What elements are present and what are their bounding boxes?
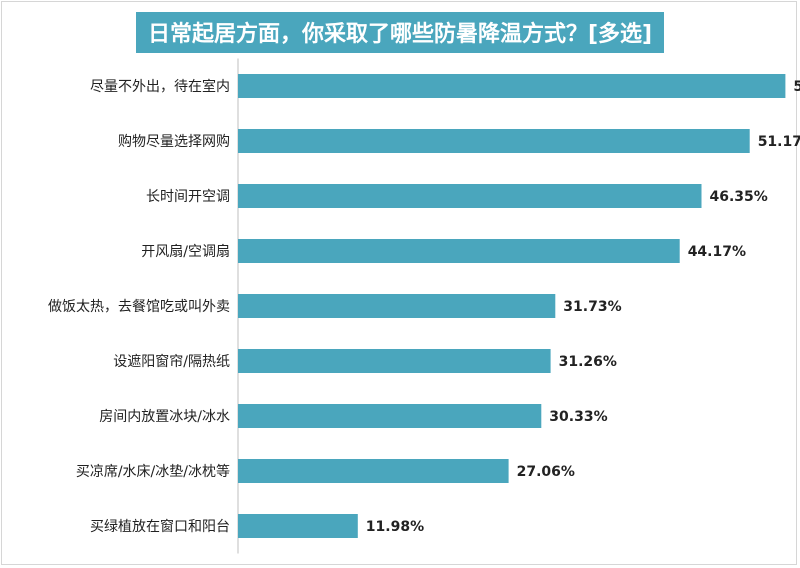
bar	[238, 349, 551, 373]
bar	[238, 184, 702, 208]
value-label: 31.26%	[559, 354, 617, 370]
value-label: 54.74%	[793, 79, 800, 95]
bar	[238, 514, 358, 538]
category-label: 买凉席/水床/冰垫/冰枕等	[76, 463, 230, 480]
category-label: 做饭太热，去餐馆吃或叫外卖	[48, 299, 230, 315]
bar	[238, 459, 509, 483]
title-container: 日常起居方面，你采取了哪些防暑降温方式？[多选]	[0, 12, 800, 53]
value-label: 51.17%	[758, 134, 800, 150]
value-label: 27.06%	[517, 464, 575, 480]
category-label: 尽量不外出，待在室内	[90, 78, 230, 95]
category-label: 设遮阳窗帘/隔热纸	[113, 353, 230, 370]
category-label: 开风扇/空调扇	[141, 244, 230, 260]
chart-title: 日常起居方面，你采取了哪些防暑降温方式？[多选]	[135, 12, 665, 53]
bar	[238, 294, 556, 318]
category-label: 长时间开空调	[146, 189, 230, 205]
value-label: 11.98%	[366, 519, 424, 535]
category-label: 购物尽量选择网购	[118, 134, 230, 150]
value-label: 30.33%	[549, 409, 607, 425]
category-label: 房间内放置冰块/冰水	[99, 409, 230, 425]
value-label: 46.35%	[710, 189, 768, 205]
bar	[238, 74, 786, 98]
bar	[238, 129, 750, 153]
value-label: 31.73%	[563, 299, 621, 315]
value-label: 44.17%	[688, 244, 746, 260]
bar	[238, 239, 680, 263]
category-label: 买绿植放在窗口和阳台	[90, 518, 230, 535]
bar	[238, 404, 542, 428]
bars-group: 尽量不外出，待在室内 54.74% 购物尽量选择网购 51.17% 长时间开空调 46.3…	[48, 74, 800, 538]
